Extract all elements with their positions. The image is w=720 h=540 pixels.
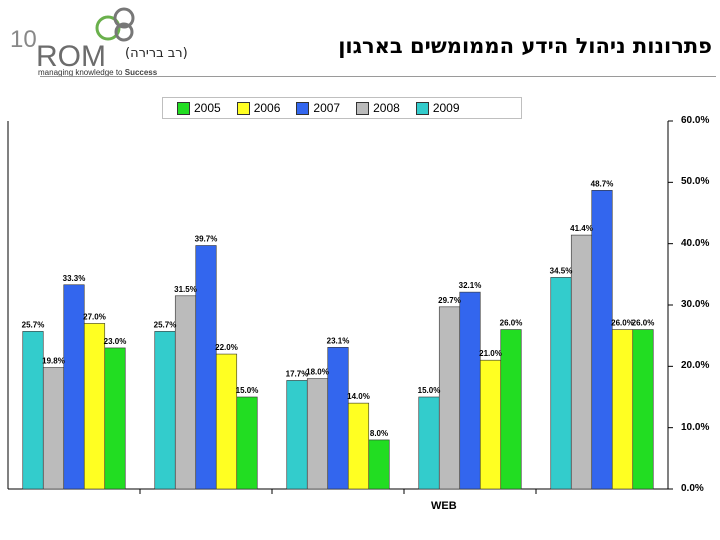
- data-label: 15.0%: [418, 386, 441, 395]
- data-label: 48.7%: [591, 179, 614, 188]
- legend-item: 2009: [415, 101, 460, 115]
- y-tick-label: 60.0%: [681, 115, 710, 126]
- bar: [154, 331, 176, 490]
- legend-label: 2005: [194, 101, 221, 115]
- data-label: 18.0%: [306, 368, 329, 377]
- legend-swatch: [296, 101, 310, 115]
- logo-tagline-emphasis: Success: [124, 68, 158, 77]
- bar: [347, 402, 370, 490]
- data-label: 14.0%: [347, 392, 370, 401]
- data-label: 25.7%: [22, 320, 45, 329]
- legend-swatch: [415, 101, 429, 115]
- legend-item: 2006: [236, 101, 281, 115]
- data-label: 26.0%: [500, 319, 523, 328]
- legend-swatch: [356, 101, 370, 115]
- data-label: 25.7%: [154, 320, 177, 329]
- logo-number: 10: [10, 26, 37, 53]
- page-title: פתרונות ניהול הידע הממומשים בארגון: [338, 34, 712, 58]
- y-tick-label: 10.0%: [681, 421, 710, 433]
- y-tick-label: 20.0%: [681, 360, 710, 372]
- bar: [550, 277, 572, 490]
- bar: [236, 396, 258, 490]
- data-label: 33.3%: [63, 274, 86, 283]
- bar: [459, 291, 481, 490]
- data-label: 8.0%: [370, 429, 388, 438]
- bar: [479, 359, 502, 490]
- bar: [500, 329, 522, 490]
- legend-label: 2007: [313, 101, 341, 115]
- chart-legend: 2005 2006 2007 2008 2009: [162, 97, 522, 119]
- data-label: 15.0%: [236, 386, 259, 395]
- legend-label: 2009: [432, 101, 460, 115]
- bar: [83, 323, 106, 490]
- bar: [63, 284, 85, 490]
- data-label: 19.8%: [42, 357, 65, 366]
- bar: [438, 306, 461, 490]
- header-divider: [40, 76, 716, 77]
- legend-swatch: [236, 101, 250, 115]
- data-label: 17.7%: [286, 369, 309, 378]
- logo-brand: ROM: [36, 40, 106, 73]
- bar: [570, 234, 593, 490]
- data-label: 32.1%: [459, 281, 482, 290]
- bar: [591, 190, 613, 490]
- data-label: 22.0%: [215, 343, 238, 352]
- legend-label: 2006: [253, 101, 281, 115]
- data-label: 34.5%: [550, 266, 573, 275]
- bar: [104, 347, 126, 490]
- data-label: 21.0%: [479, 349, 502, 358]
- bar: [195, 245, 217, 490]
- x-axis-label: WEB: [431, 500, 457, 512]
- legend-label: 2008: [373, 101, 400, 115]
- y-tick-label: 30.0%: [681, 299, 710, 310]
- data-label: 31.5%: [174, 285, 197, 294]
- bar: [327, 347, 349, 490]
- legend-item: 2008: [356, 101, 400, 115]
- y-tick-label: 0.0%: [681, 483, 704, 494]
- data-label: 23.1%: [327, 336, 350, 345]
- logo-tagline-prefix: managing knowledge to: [38, 68, 125, 77]
- bar: [306, 378, 329, 490]
- legend-item: 2005: [177, 101, 221, 115]
- data-label: 23.0%: [104, 337, 127, 346]
- data-label: 41.4%: [570, 224, 593, 233]
- bar: [215, 353, 238, 490]
- bar: [418, 396, 440, 490]
- bar: [286, 380, 308, 490]
- bar: [611, 329, 634, 490]
- bar: [174, 295, 197, 490]
- data-label: 26.0%: [611, 319, 634, 328]
- logo-tagline: managing knowledge to Success: [38, 68, 157, 77]
- data-label: 27.0%: [83, 312, 106, 321]
- bar: [22, 331, 44, 490]
- y-tick-label: 50.0%: [681, 176, 710, 188]
- data-label: 29.7%: [438, 296, 461, 305]
- bar: [368, 439, 390, 490]
- page-subtitle: (רב ברירה): [125, 46, 188, 61]
- logo-rings-icon: [95, 7, 135, 42]
- data-label: 39.7%: [195, 235, 218, 244]
- legend-item: 2007: [296, 101, 340, 115]
- legend-swatch: [177, 101, 190, 115]
- data-label: 26.0%: [632, 319, 655, 328]
- bar: [42, 367, 65, 490]
- bar: [632, 329, 654, 490]
- rom-logo: 10 ROM managing knowledge to Success: [6, 6, 157, 78]
- y-tick-label: 40.0%: [681, 237, 710, 249]
